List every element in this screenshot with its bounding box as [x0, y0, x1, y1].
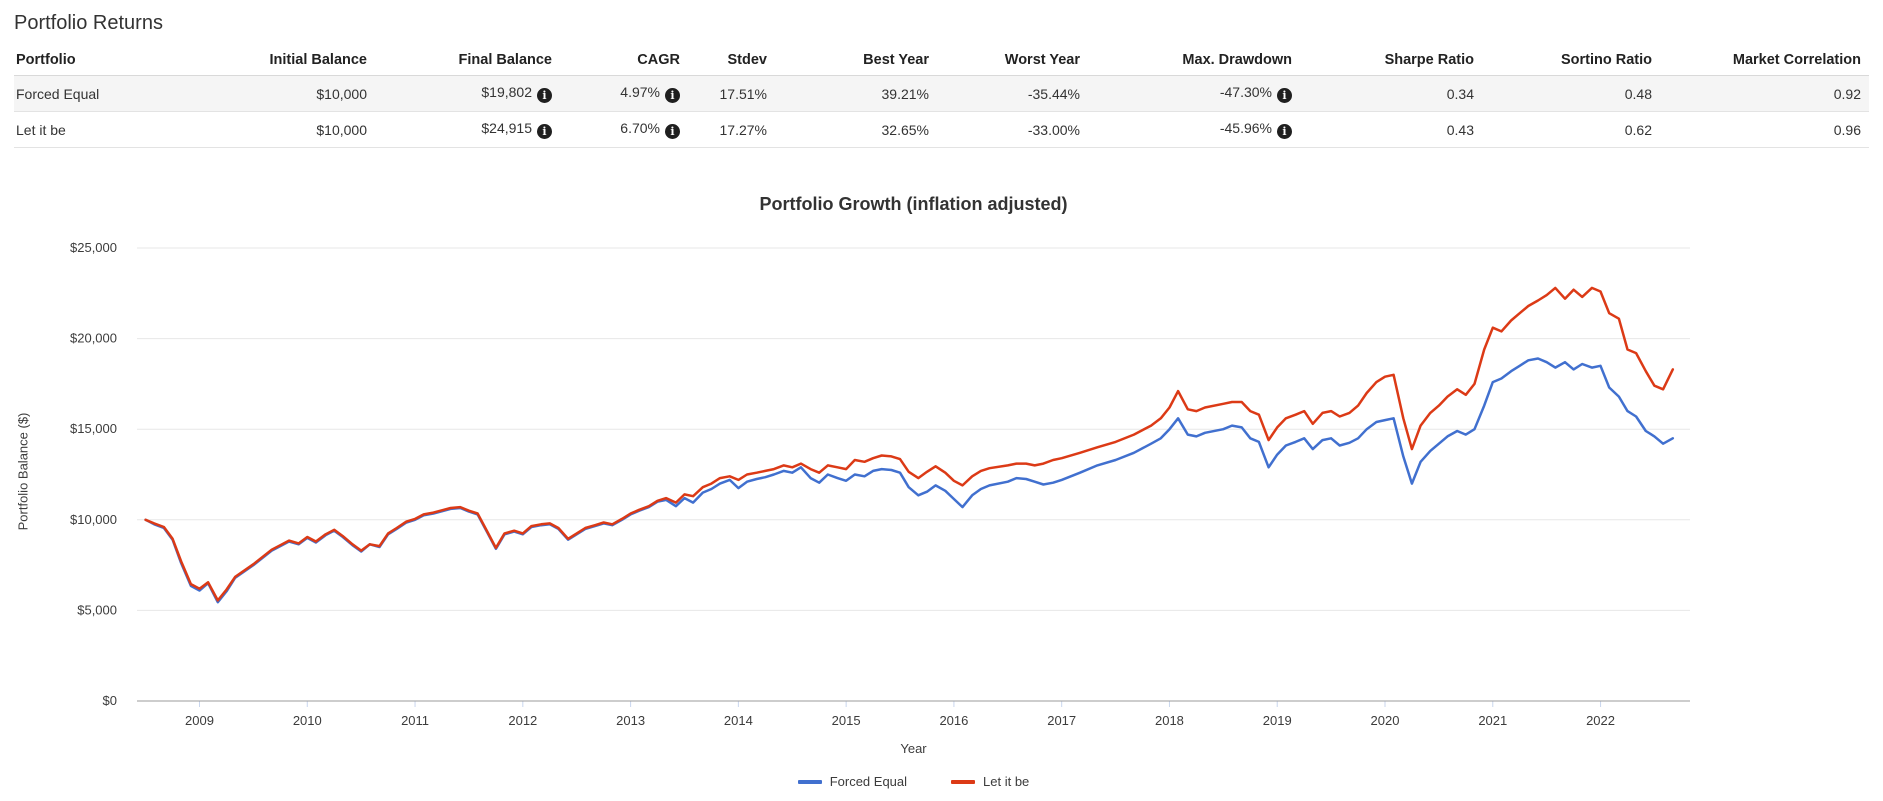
final-balance-cell: $19,802 i [375, 75, 560, 112]
y-tick-label: $10,000 [70, 512, 117, 527]
sortino-ratio-value: 0.62 [1482, 111, 1660, 148]
x-tick-label: 2017 [1047, 713, 1076, 728]
col-header-sharpe-ratio: Sharpe Ratio [1300, 45, 1482, 76]
portfolio-growth-chart: Portfolio Growth (inflation adjusted) Po… [0, 156, 1883, 801]
x-tick-label: 2012 [508, 713, 537, 728]
y-tick-label: $20,000 [70, 331, 117, 346]
max-drawdown-value: -47.30% [1219, 84, 1272, 100]
initial-balance-value: $10,000 [180, 111, 375, 148]
info-icon[interactable]: i [665, 88, 680, 103]
legend-dash-icon [797, 779, 822, 784]
max-drawdown-cell: -45.96% i [1088, 111, 1300, 148]
sortino-ratio-value: 0.48 [1482, 75, 1660, 112]
legend-item-let-it-be[interactable]: Let it be [951, 774, 1029, 789]
market-correlation-value: 0.96 [1660, 111, 1869, 148]
col-header-cagr: CAGR [560, 45, 688, 76]
x-tick-label: 2020 [1371, 713, 1400, 728]
best-year-value: 39.21% [775, 75, 937, 112]
sharpe-ratio-value: 0.43 [1300, 111, 1482, 148]
chart-legend: Forced Equal Let it be [137, 774, 1690, 789]
info-icon[interactable]: i [537, 88, 552, 103]
worst-year-value: -33.00% [937, 111, 1088, 148]
col-header-sortino-ratio: Sortino Ratio [1482, 45, 1660, 76]
series-line-forced-equal [144, 357, 1675, 604]
legend-label: Forced Equal [829, 774, 908, 789]
info-icon[interactable]: i [665, 124, 680, 139]
cagr-value: 6.70% [620, 120, 660, 136]
market-correlation-value: 0.92 [1660, 75, 1869, 112]
series-line-let-it-be [144, 286, 1675, 602]
chart-title: Portfolio Growth (inflation adjusted) [759, 194, 1068, 214]
max-drawdown-value: -45.96% [1219, 120, 1272, 136]
info-icon[interactable]: i [537, 124, 552, 139]
x-tick-label: 2022 [1586, 713, 1615, 728]
table-header-row: Portfolio Initial Balance Final Balance … [14, 45, 1869, 76]
legend-dash-icon [951, 779, 976, 784]
y-tick-label: $15,000 [70, 421, 117, 436]
x-tick-label: 2016 [939, 713, 968, 728]
col-header-best-year: Best Year [775, 45, 937, 76]
page-title: Portfolio Returns [14, 12, 163, 34]
stdev-value: 17.51% [688, 75, 775, 112]
legend-label: Let it be [983, 774, 1030, 789]
col-header-initial-balance: Initial Balance [180, 45, 375, 76]
cagr-cell: 4.97% i [560, 75, 688, 112]
final-balance-cell: $24,915 i [375, 111, 560, 148]
x-tick-label: 2019 [1263, 713, 1292, 728]
best-year-value: 32.65% [775, 111, 937, 148]
sharpe-ratio-value: 0.34 [1300, 75, 1482, 112]
col-header-market-correlation: Market Correlation [1660, 45, 1869, 76]
col-header-portfolio: Portfolio [14, 45, 180, 76]
portfolio-name: Forced Equal [14, 75, 180, 112]
cagr-cell: 6.70% i [560, 111, 688, 148]
x-tick-label: 2011 [401, 713, 429, 728]
info-icon[interactable]: i [1277, 124, 1292, 139]
final-balance-value: $24,915 [481, 120, 532, 136]
final-balance-value: $19,802 [481, 84, 532, 100]
portfolio-returns-report: Portfolio Returns Portfolio Initial Bala… [0, 0, 1883, 148]
x-tick-label: 2009 [185, 713, 214, 728]
table-row-let-it-be: Let it be $10,000 $24,915 i 6.70% i 17.27%… [14, 111, 1869, 148]
table-row-forced-equal: Forced Equal $10,000 $19,802 i 4.97% i 17.… [14, 75, 1869, 112]
y-tick-label: $25,000 [70, 240, 117, 255]
y-tick-label: $5,000 [77, 602, 117, 617]
x-tick-label: 2015 [832, 713, 861, 728]
col-header-stdev: Stdev [688, 45, 775, 76]
x-axis-label: Year [900, 741, 927, 756]
info-icon[interactable]: i [1277, 88, 1292, 103]
chart-plot-area: $0 $5,000 $10,000 $15,000 $20,000 $25,000 2009… [70, 240, 1690, 728]
portfolio-name: Let it be [14, 111, 180, 148]
x-tick-label: 2014 [724, 713, 753, 728]
cagr-value: 4.97% [620, 84, 660, 100]
max-drawdown-cell: -47.30% i [1088, 75, 1300, 112]
col-header-final-balance: Final Balance [375, 45, 560, 76]
x-tick-label: 2018 [1155, 713, 1184, 728]
y-tick-label: $0 [103, 693, 117, 708]
worst-year-value: -35.44% [937, 75, 1088, 112]
initial-balance-value: $10,000 [180, 75, 375, 112]
x-tick-label: 2021 [1478, 713, 1507, 728]
legend-item-forced-equal[interactable]: Forced Equal [797, 774, 908, 789]
stdev-value: 17.27% [688, 111, 775, 148]
col-header-worst-year: Worst Year [937, 45, 1088, 76]
portfolio-returns-table: Portfolio Initial Balance Final Balance … [14, 45, 1869, 148]
x-tick-label: 2013 [616, 713, 645, 728]
x-tick-label: 2010 [293, 713, 322, 728]
col-header-max-drawdown: Max. Drawdown [1088, 45, 1300, 76]
